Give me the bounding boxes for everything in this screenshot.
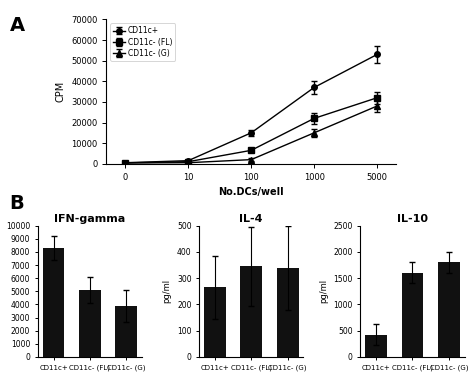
Title: IL-10: IL-10 (397, 213, 428, 223)
Y-axis label: pg/ml: pg/ml (319, 279, 328, 303)
Bar (115, 306, 137, 357)
Bar (240, 267, 262, 357)
Title: IL-4: IL-4 (239, 213, 263, 223)
Bar (365, 335, 387, 357)
Title: IFN-gamma: IFN-gamma (55, 213, 126, 223)
Bar (438, 263, 460, 357)
Text: B: B (9, 194, 24, 213)
Text: A: A (9, 16, 25, 35)
Bar (401, 273, 423, 357)
Bar (43, 248, 64, 357)
Bar (204, 288, 226, 357)
Legend: CD11c+, CD11c- (FL), CD11c- (G): CD11c+, CD11c- (FL), CD11c- (G) (110, 23, 175, 61)
X-axis label: No.DCs/well: No.DCs/well (219, 187, 284, 197)
Bar (277, 268, 299, 357)
Y-axis label: pg/ml: pg/ml (163, 279, 172, 303)
Y-axis label: CPM: CPM (55, 81, 65, 102)
Bar (79, 290, 101, 357)
